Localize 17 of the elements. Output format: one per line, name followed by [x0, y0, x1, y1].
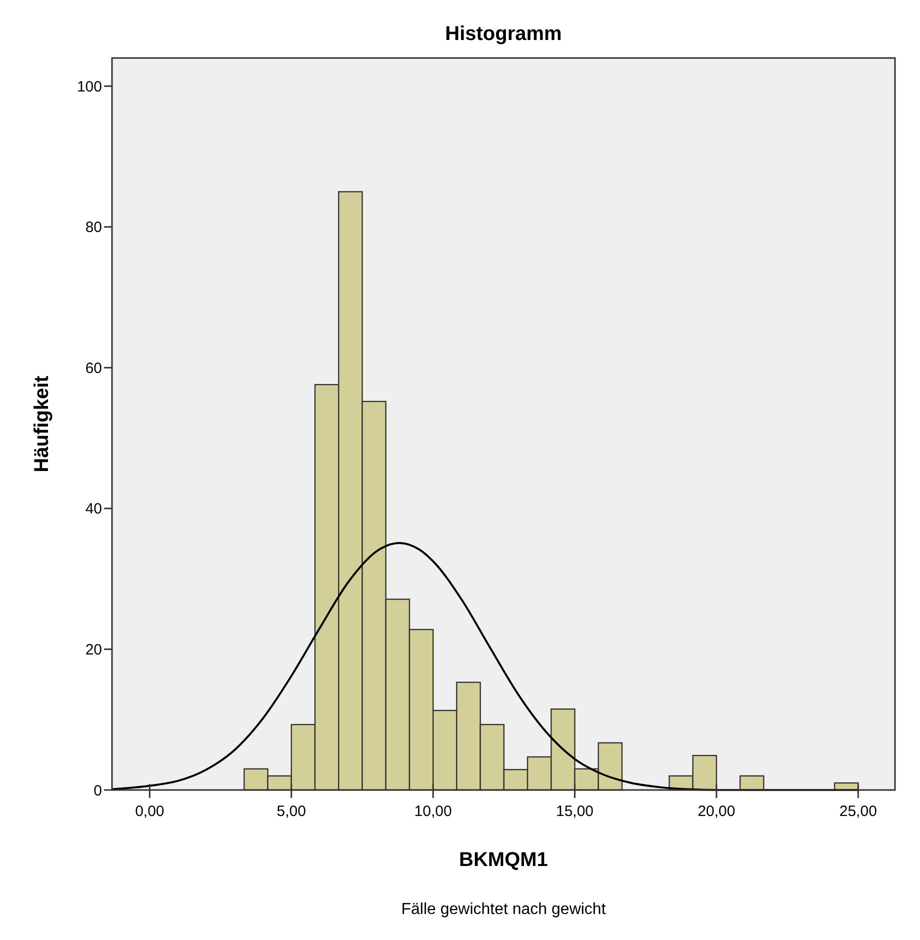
- y-tick-label: 100: [76, 78, 102, 96]
- x-tick-label: 0,00: [135, 803, 164, 820]
- chart-title: Histogramm: [445, 23, 562, 45]
- y-tick-label: 60: [85, 360, 102, 377]
- y-tick-label: 0: [94, 782, 102, 800]
- text: Fälle gewichtet nach gewicht: [401, 901, 606, 918]
- x-tick-label: 10,00: [414, 803, 452, 820]
- x-tick-label: 20,00: [698, 803, 736, 820]
- line-series: [111, 542, 860, 791]
- y-tick-label: 40: [85, 500, 102, 518]
- x-tick-label: 5,00: [276, 803, 306, 820]
- x-axis-title: BKMQM1: [459, 849, 548, 871]
- x-tick-label: 25,00: [839, 803, 877, 820]
- y-tick-label: 20: [85, 641, 102, 658]
- x-tick-label: 15,00: [556, 803, 594, 820]
- y-axis-title: Häufigkeit: [31, 375, 53, 472]
- y-tick-label: 80: [85, 219, 102, 236]
